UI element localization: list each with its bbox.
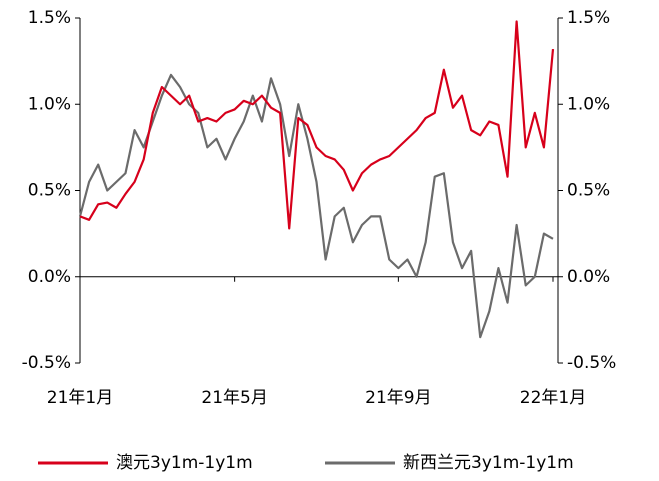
series-line (79, 20, 555, 230)
y2-tick-label: 0.0% (567, 267, 610, 287)
legend-label: 澳元3y1m-1y1m (116, 453, 253, 473)
x-tick-label: 21年1月 (47, 388, 113, 408)
y-tick-label: 0.5% (28, 181, 71, 201)
series-line (78, 73, 554, 339)
y-tick-label: 0.0% (28, 267, 71, 287)
x-tick-label: 21年9月 (365, 388, 431, 408)
y2-tick-label: 1.5% (567, 8, 610, 28)
y2-tick-label: 1.0% (567, 94, 610, 114)
legend-label: 新西兰元3y1m-1y1m (403, 453, 574, 473)
y2-tick-label: 0.5% (567, 181, 610, 201)
y2-tick-label: -0.5% (567, 353, 616, 373)
x-tick-label: 22年1月 (520, 388, 586, 408)
y-tick-label: 1.5% (28, 8, 71, 28)
x-tick-label: 21年5月 (201, 388, 267, 408)
y-tick-label: 1.0% (28, 94, 71, 114)
y-tick-label: -0.5% (22, 353, 71, 373)
